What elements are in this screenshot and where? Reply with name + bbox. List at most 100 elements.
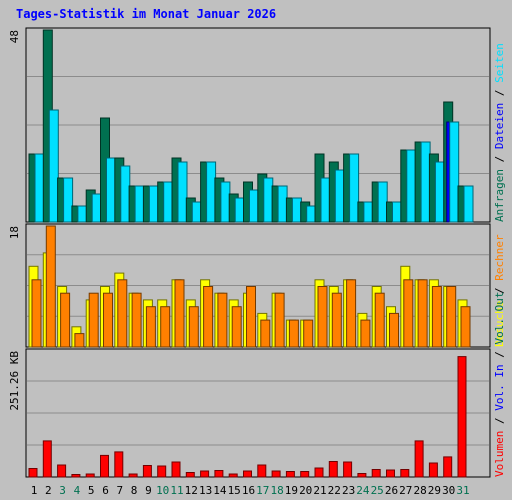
bar-volumen-day-2 [42, 440, 52, 478]
legend-separator: / [493, 411, 506, 431]
bar-volumen-day-1 [28, 468, 38, 478]
x-tick-label-day-29: 29 [428, 484, 441, 497]
bar-rechner-day-3 [60, 292, 71, 348]
legend-item-dateien: Dateien [493, 103, 506, 149]
bar-seiten-day-22 [334, 169, 345, 223]
bar-rechner-day-18 [274, 292, 285, 348]
bar-rechner-day-29 [431, 286, 442, 348]
legend-item-seiten: Seiten [493, 43, 506, 83]
x-tick-label-day-31: 31 [456, 484, 469, 497]
bar-rechner-day-16 [246, 286, 256, 348]
bar-seiten-day-29 [434, 161, 445, 223]
bar-volumen-day-24 [357, 473, 367, 478]
legend-hits: Anfragen / Dateien / Seiten [493, 43, 506, 222]
bar-rechner-day-1 [31, 279, 42, 348]
bar-volumen-day-21 [314, 467, 324, 478]
bar-rechner-day-22 [331, 292, 342, 348]
bar-volumen-day-3 [57, 464, 67, 478]
bar-rechner-day-7 [117, 279, 128, 348]
bar-volumen-day-30 [443, 456, 453, 478]
bar-volumen-day-25 [371, 469, 381, 478]
legend-separator: / [493, 149, 506, 169]
x-tick-label-day-1: 1 [31, 484, 38, 497]
legend-separator: / [493, 83, 506, 103]
bar-rechner-day-5 [88, 292, 99, 348]
bar-volumen-day-28 [414, 440, 424, 478]
x-tick-label-day-25: 25 [371, 484, 384, 497]
y-tick-label: 48 [8, 30, 21, 43]
bar-seiten-day-19 [291, 197, 302, 223]
x-tick-label-day-6: 6 [102, 484, 109, 497]
bar-rechner-day-13 [203, 286, 214, 348]
bar-rechner-day-27 [403, 279, 414, 348]
bar-seiten-day-2 [48, 109, 59, 223]
bar-seiten-day-20 [306, 205, 317, 223]
bar-volumen-day-11 [171, 461, 181, 478]
bar-rechner-day-21 [317, 286, 328, 348]
bar-volumen-day-31 [457, 356, 467, 478]
x-tick-label-day-16: 16 [242, 484, 255, 497]
bar-rechner-day-17 [260, 319, 271, 348]
bar-volumen-day-26 [386, 469, 395, 478]
bar-volumen-day-12 [185, 472, 195, 478]
bar-volumen-day-29 [428, 462, 438, 478]
x-tick-label-day-18: 18 [270, 484, 283, 497]
x-tick-label-day-10: 10 [156, 484, 169, 497]
bar-volumen-day-10 [157, 465, 167, 478]
chart-title: Tages-Statistik im Monat Januar 2026 [16, 7, 277, 21]
x-tick-label-day-27: 27 [399, 484, 412, 497]
bar-seiten-day-25 [377, 181, 388, 223]
bar-volumen-day-13 [200, 470, 210, 478]
bar-seiten-day-26 [392, 201, 402, 223]
bar-seiten-day-23 [349, 153, 360, 223]
x-tick-label-day-2: 2 [45, 484, 52, 497]
bar-rechner-day-19 [288, 319, 299, 348]
x-tick-label-day-15: 15 [228, 484, 241, 497]
bar-volumen-day-27 [400, 469, 410, 478]
bar-seiten-day-17 [263, 177, 274, 223]
bar-seiten-day-30 [449, 121, 460, 223]
x-tick-label-day-9: 9 [145, 484, 152, 497]
x-tick-label-day-5: 5 [88, 484, 95, 497]
bar-volumen-day-4 [71, 474, 81, 478]
legend-separator: / [493, 281, 506, 301]
x-tick-label-day-13: 13 [199, 484, 212, 497]
bar-seiten-day-1 [34, 153, 45, 223]
bar-rechner-day-10 [160, 306, 171, 348]
bar-seiten-day-3 [63, 177, 74, 223]
bar-rechner-day-8 [131, 292, 142, 348]
bar-rechner-day-12 [188, 306, 199, 348]
legend-item-volin: Vol. In [493, 364, 506, 410]
bar-seiten-day-28 [420, 141, 431, 223]
bar-volumen-day-17 [257, 464, 267, 478]
bar-volumen-day-6 [100, 454, 109, 478]
legend-item-volout: Vol. Out [493, 292, 506, 345]
legend-item-rechner: Rechner [493, 234, 506, 281]
bar-volumen-day-18 [271, 470, 281, 478]
bar-rechner-day-31 [460, 306, 471, 348]
bar-seiten-day-8 [134, 185, 145, 223]
bar-rechner-day-26 [389, 312, 399, 348]
x-tick-label-day-24: 24 [356, 484, 370, 497]
bar-seiten-day-4 [77, 205, 88, 223]
bar-seiten-day-27 [406, 149, 417, 223]
x-tick-label-day-8: 8 [131, 484, 138, 497]
bar-seiten-day-5 [91, 193, 102, 223]
bar-seiten-day-15 [234, 197, 245, 223]
x-tick-label-day-14: 14 [213, 484, 227, 497]
bar-rechner-day-11 [174, 279, 185, 348]
y-tick-label: 18 [8, 226, 21, 239]
bar-seiten-day-11 [177, 161, 188, 223]
bar-rechner-day-14 [217, 292, 228, 348]
legend-item-volumen: Volumen [493, 431, 506, 477]
x-tick-label-day-12: 12 [185, 484, 198, 497]
bar-volumen-day-20 [300, 471, 310, 478]
bar-rechner-day-30 [446, 286, 457, 348]
x-tick-label-day-11: 11 [170, 484, 183, 497]
bar-seiten-day-31 [463, 185, 474, 223]
x-tick-label-day-3: 3 [59, 484, 66, 497]
bar-seiten-day-24 [363, 201, 374, 223]
bar-rechner-day-4 [74, 333, 85, 348]
bar-seiten-day-18 [277, 185, 288, 223]
